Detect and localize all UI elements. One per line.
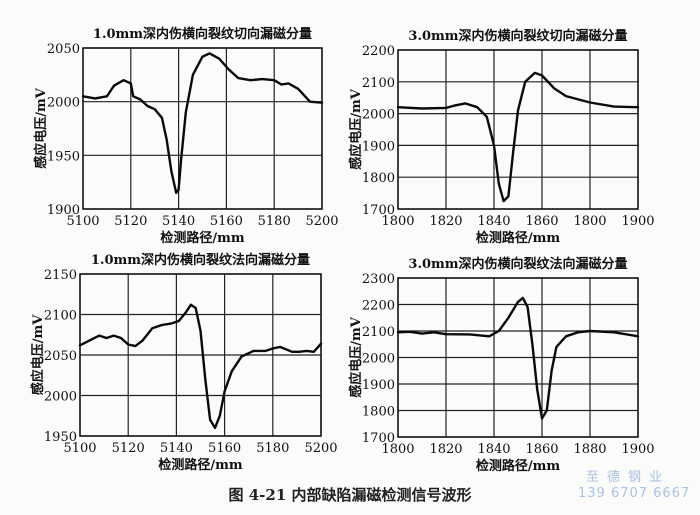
x-tick-label: 5140 (162, 214, 195, 229)
signal-line (81, 52, 324, 195)
x-tick-label: 5120 (114, 214, 147, 229)
y-tick-label: 1700 (362, 431, 395, 446)
x-tick-label: 5180 (256, 441, 289, 456)
x-tick-label: 1800 (381, 214, 414, 229)
x-axis-label: 检测路径/mm (160, 230, 245, 246)
y-tick-label: 2300 (362, 272, 395, 287)
plot-frame (82, 47, 323, 210)
chart-title: 3.0mm深内伤横向裂纹法向漏磁分量 (408, 256, 627, 272)
x-tick-label: 1880 (573, 442, 606, 457)
x-tick-label: 1800 (573, 214, 606, 229)
y-tick-label: 2100 (362, 76, 395, 91)
y-tick-label: 1900 (47, 203, 80, 218)
x-tick-label: 5180 (258, 214, 291, 229)
x-tick-label: 5160 (210, 214, 243, 229)
y-axis-label: 感应电压/mV (33, 87, 49, 169)
y-tick-label: 2000 (362, 108, 395, 123)
chart-1: 5100 5120 5140 5160 5180 5200 1900 1950 2000 2050… (33, 26, 339, 246)
x-tick-label: 1840 (477, 442, 510, 457)
watermark-phone: 139 6707 6667 (578, 486, 691, 501)
figure-caption: 图 4-21 内部缺陷漏磁检测信号波形 (228, 486, 472, 504)
y-tick-label: 1950 (44, 430, 77, 445)
x-tick-label: 1860 (525, 442, 558, 457)
x-tick-label: 5100 (63, 441, 96, 456)
chart-2: 1800 1820 1840 1860 1800 19001700180019002000… (348, 28, 655, 246)
watermark-name: 至德钢业 (586, 470, 671, 485)
y-tick-label: 2000 (47, 96, 80, 111)
plot-frame (397, 277, 639, 438)
y-tick-label: 2050 (44, 349, 77, 364)
y-tick-label: 2100 (44, 309, 77, 324)
y-tick-label: 2200 (362, 44, 395, 59)
x-tick-label: 5120 (112, 441, 145, 456)
x-axis-label: 检测路径/mm (476, 458, 561, 474)
y-tick-label: 2100 (362, 325, 395, 340)
y-tick-label: 2200 (362, 299, 395, 314)
y-axis-label: 感应电压/mV (348, 88, 364, 170)
y-axis-label: 感应电压/mV (348, 316, 364, 398)
plot-frame (397, 49, 639, 210)
x-tick-label: 5140 (160, 441, 193, 456)
x-tick-label: 1900 (621, 214, 654, 229)
y-tick-label: 1700 (362, 203, 395, 218)
y-tick-label: 1800 (362, 171, 395, 186)
x-tick-label: 5200 (304, 441, 337, 456)
y-tick-label: 2150 (44, 268, 77, 283)
x-tick-label: 5200 (305, 214, 338, 229)
signal-line (396, 296, 640, 420)
y-tick-label: 2050 (47, 42, 80, 57)
y-tick-label: 2000 (44, 390, 77, 405)
y-tick-label: 1900 (362, 139, 395, 154)
y-tick-label: 2000 (362, 352, 395, 367)
y-tick-label: 1950 (47, 149, 80, 164)
y-axis-label: 感应电压/mV (30, 314, 46, 396)
x-axis-label: 检测路径/mm (158, 457, 243, 473)
x-tick-label: 1800 (381, 442, 414, 457)
x-tick-label: 5160 (208, 441, 241, 456)
x-tick-label: 1820 (429, 214, 462, 229)
signal-line (78, 303, 323, 430)
x-tick-label: 1860 (525, 214, 558, 229)
chart-title: 3.0mm深内伤横向裂纹切向漏磁分量 (408, 28, 627, 44)
chart-3: 5100 5120 5140 5160 5180 5200 1950 2000 2050 2100… (30, 252, 338, 473)
x-tick-label: 5100 (66, 214, 99, 229)
y-tick-label: 1900 (362, 378, 395, 393)
plot-frame (79, 273, 322, 437)
chart-title: 1.0mm深内伤横向裂纹切向漏磁分量 (93, 26, 312, 42)
chart-title: 1.0mm深内伤横向裂纹法向漏磁分量 (91, 252, 310, 268)
x-tick-label: 1900 (621, 442, 654, 457)
chart-4: 1800 1820 1840 1860 1880 19001700180019002000… (348, 256, 655, 474)
x-axis-label: 检测路径/mm (476, 230, 561, 246)
x-tick-label: 1840 (477, 214, 510, 229)
y-tick-label: 1800 (362, 405, 395, 420)
x-tick-label: 1820 (429, 442, 462, 457)
signal-line (396, 71, 640, 203)
